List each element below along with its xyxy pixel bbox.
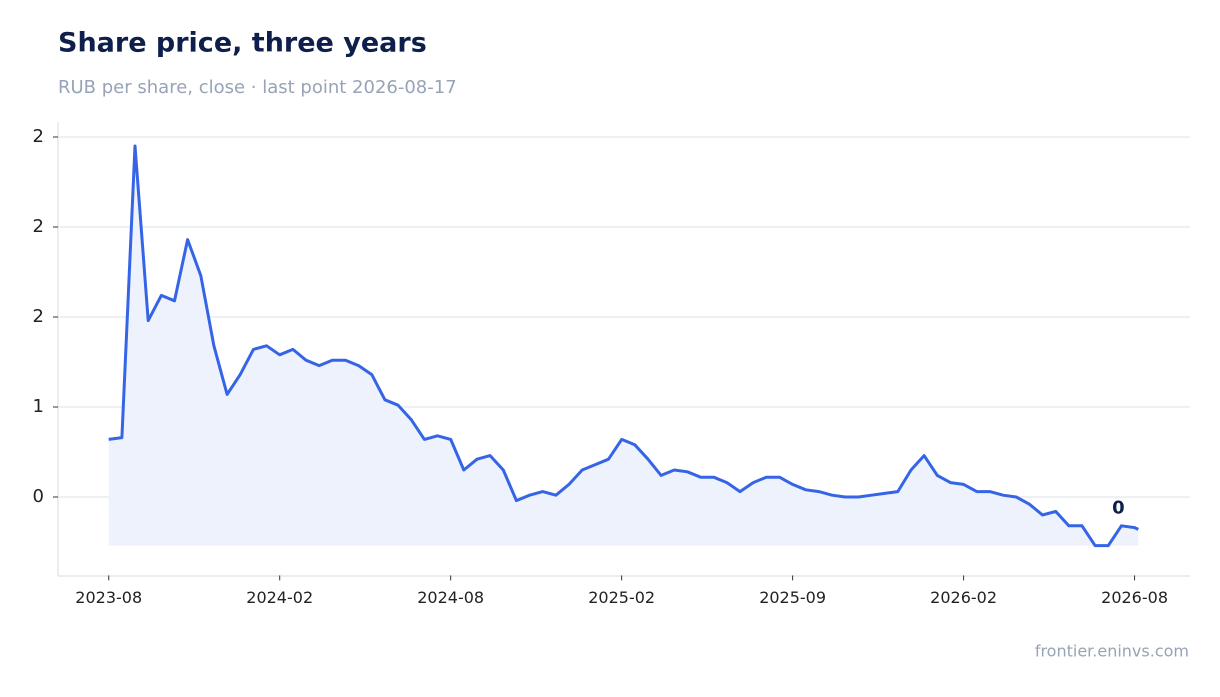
chart-subtitle: RUB per share, close · last point 2026-0… — [58, 77, 457, 98]
line — [108, 144, 1139, 548]
x-tick-label: 2026-08 — [1101, 588, 1168, 607]
y-tick-label: 2 — [33, 126, 44, 147]
y-tick-label: 0 — [33, 486, 44, 507]
x-tick-label: 2026-02 — [930, 588, 997, 607]
area — [108, 146, 1139, 546]
y-tick-label: 1 — [33, 396, 44, 417]
x-tick-label: 2025-02 — [588, 588, 655, 607]
y-tick-label: 2 — [33, 216, 44, 237]
annotation: 0 — [1112, 497, 1125, 518]
chart-title: Share price, three years — [58, 28, 427, 59]
x-tick-label: 2023-08 — [75, 588, 142, 607]
source: frontier.eninvs.com — [1035, 642, 1189, 661]
x-tick-label: 2024-08 — [417, 588, 484, 607]
x-tick-label: 2025-09 — [759, 588, 826, 607]
y-tick-label: 2 — [33, 306, 44, 327]
x-tick-label: 2024-02 — [246, 588, 313, 607]
